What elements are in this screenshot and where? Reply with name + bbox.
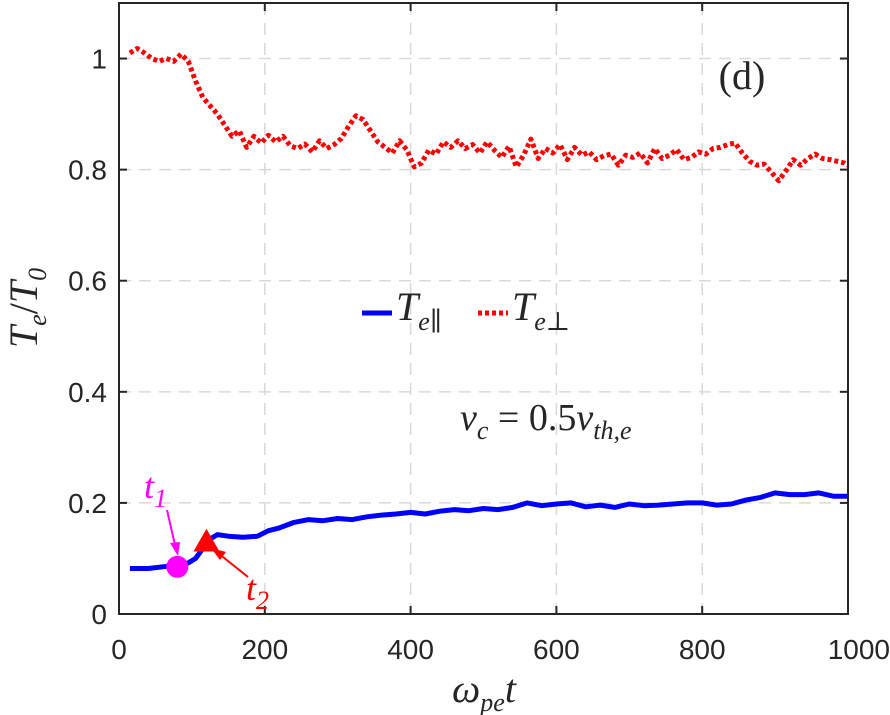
- y-tick-label: 1: [91, 44, 107, 75]
- x-tick-label: 600: [533, 634, 580, 665]
- y-tick-label: 0: [91, 599, 107, 630]
- marker-layer: [166, 528, 220, 578]
- marker-arrowhead-t2: [211, 548, 226, 560]
- marker-t1-point: [166, 555, 189, 578]
- y-tick-label: 0.2: [68, 488, 107, 519]
- panel-label: (d): [719, 53, 766, 98]
- x-tick-label: 200: [241, 634, 288, 665]
- series-layer: [128, 46, 850, 571]
- y-tick-label: 0.6: [68, 266, 107, 297]
- x-tick-label: 1000: [828, 634, 890, 665]
- x-tick-label: 400: [387, 634, 434, 665]
- series-line-parallel: [129, 490, 848, 571]
- series-line-perp: [128, 46, 850, 184]
- condition-annotation: vc = 0.5vth,e: [460, 397, 632, 445]
- marker-arrow-t1: [166, 509, 176, 546]
- y-tick-label: 0.4: [68, 377, 107, 408]
- grid-lines: [119, 3, 848, 614]
- marker-arrowhead-t1: [170, 542, 180, 556]
- y-tick-label: 0.8: [68, 155, 107, 186]
- x-tick-label: 800: [679, 634, 726, 665]
- marker-arrow-t2: [217, 552, 249, 578]
- axes-box: [118, 2, 849, 615]
- x-tick-label: 0: [111, 634, 127, 665]
- y-axis-label: Te/T0: [1, 268, 52, 348]
- tick-layer: 0 200 400 600 800 1000 0 0.2 0.4 0.6 0.8 1: [68, 3, 890, 665]
- marker-t2-point: [193, 528, 220, 552]
